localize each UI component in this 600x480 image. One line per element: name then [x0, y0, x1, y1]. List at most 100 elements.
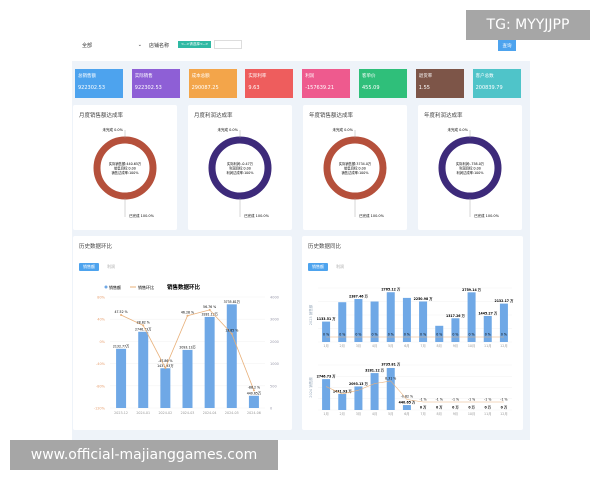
x-tick: 2024-04 — [203, 411, 217, 415]
donut-ring — [323, 136, 387, 200]
line-label: 28.82 % — [137, 320, 150, 324]
bar-label: 2093.13 万 — [349, 381, 369, 386]
done-label: 已完成 100.0% — [129, 213, 155, 218]
donut-center-text: 实际销售额:3734.0万 — [339, 161, 372, 166]
stat-card: 实际销售 922302.53 — [131, 69, 180, 98]
tab-sales[interactable]: 销售额 — [79, 263, 99, 271]
done-label: 已完成 100.0% — [474, 213, 500, 218]
x-tick: 1月 — [323, 344, 328, 348]
y-tick-right: 2000 — [270, 340, 279, 344]
scope-select[interactable]: 全部 ⌄ — [82, 42, 142, 49]
y-tick-left: 40% — [97, 318, 105, 322]
undone-label: 未完成 0.0% — [102, 127, 123, 132]
line-point — [186, 314, 189, 317]
done-label: 已完成 100.0% — [359, 213, 385, 218]
y-tick-left: 80% — [97, 296, 105, 300]
tab-profit[interactable]: 利润 — [336, 264, 344, 269]
line-label: 56.76 % — [203, 305, 216, 309]
x-tick: 10月 — [468, 412, 476, 416]
stat-card: 退货率 1.55 — [415, 69, 464, 98]
line-point — [230, 332, 233, 335]
panel-title: 历史数据环比 — [79, 244, 113, 250]
bar — [204, 316, 215, 408]
bar — [182, 349, 193, 408]
pct-label: 0 % — [485, 333, 491, 337]
stat-card: 客单价 455.09 — [359, 69, 407, 98]
store-tag[interactable]: <-->请选择<--> — [178, 41, 212, 48]
line-label: 13.85 % — [225, 329, 238, 333]
stat-label: 利润 — [305, 74, 315, 79]
y-axis-label: 2024 销售额 — [308, 377, 313, 398]
undone-label: 未完成 0.0% — [217, 127, 238, 132]
bar — [435, 325, 444, 342]
bar-label: 2387.46 万 — [349, 294, 369, 299]
line-point — [120, 314, 123, 317]
stat-value: -157639.21 — [305, 85, 335, 91]
stat-value: 922302.53 — [78, 85, 106, 91]
bar-label: 0 万 — [468, 405, 475, 410]
panel-title: 月度销售额达成率 — [79, 113, 124, 119]
stat-value: 200839.79 — [475, 85, 503, 91]
donut-chart: 未完成 0.0% 已完成 100.0% 实际销售额:3734.0万销售目标:0.… — [323, 127, 387, 218]
x-tick: 8月 — [437, 412, 442, 416]
line-label: -47.86 % — [158, 359, 172, 363]
x-tick: 9月 — [453, 412, 458, 416]
x-tick: 4月 — [372, 344, 377, 348]
legend-sales: 销售额 — [109, 284, 121, 290]
donut-center-text: 销售达成率:100% — [341, 170, 368, 175]
bar — [354, 299, 363, 342]
y-tick-right: 4000 — [270, 296, 279, 300]
donut-panel: 月度销售额达成率 未完成 0.0% 已完成 100.0% 实际销售额:440.6… — [73, 105, 177, 230]
tab-sales[interactable]: 销售额 — [308, 263, 328, 271]
donut-center-text: 利润目标:0.00 — [459, 166, 481, 171]
stat-label: 退货率 — [418, 74, 433, 79]
line-label: 47.52 % — [114, 310, 127, 314]
line-label: 46.28 % — [181, 311, 194, 315]
done-label: 已完成 100.0% — [244, 213, 270, 218]
donut-panel: 年度销售额达成率 未完成 0.0% 已完成 100.0% 实际销售额:3734.… — [303, 105, 407, 230]
undone-label: 未完成 0.0% — [447, 127, 468, 132]
stat-label: 总销售额 — [78, 74, 96, 79]
stat-card: 利润 -157639.21 — [302, 69, 351, 98]
store-input[interactable] — [214, 40, 242, 49]
line-point — [142, 324, 145, 327]
pct-label: 0 % — [355, 333, 361, 337]
watermark-top: TG: MYYJJPP — [466, 10, 590, 40]
bar-label: 0 万 — [436, 405, 443, 410]
undone-label: 未完成 0.0% — [332, 127, 353, 132]
pct-label: -1 % — [500, 398, 507, 402]
donut-chart: 未完成 0.0% 已完成 100.0% 实际利润:-0.47万利润目标:0.00… — [208, 127, 272, 218]
donut-center-text: 销售达成率:100% — [111, 170, 138, 175]
bar-label: 2132.17 万 — [495, 298, 515, 303]
pct-label: 0 % — [452, 333, 458, 337]
chart-title: 销售数据环比 — [167, 283, 201, 291]
bar — [370, 301, 379, 342]
tab-profit[interactable]: 利润 — [107, 264, 115, 269]
pct-label: -1 % — [484, 398, 491, 402]
donut-panel: 年度利润达成率 未完成 0.0% 已完成 100.0% 实际利润:-758.0万… — [418, 105, 522, 230]
bar-label: 0 万 — [501, 405, 508, 410]
donut-ring — [438, 136, 502, 200]
bar — [248, 395, 259, 408]
donut-panel: 月度利润达成率 未完成 0.0% 已完成 100.0% 实际利润:-0.47万利… — [188, 105, 292, 230]
bar — [386, 292, 395, 342]
query-button[interactable]: 查询 — [498, 40, 516, 51]
stat-label: 客户总数 — [475, 74, 494, 79]
stat-value: 290087.25 — [191, 85, 219, 91]
pct-label: 0 % — [323, 333, 329, 337]
bar — [338, 302, 347, 342]
stat-label: 客单价 — [362, 74, 376, 79]
x-tick: 3月 — [356, 344, 361, 348]
x-tick: 5月 — [388, 344, 393, 348]
bar — [322, 321, 331, 342]
legend-bar-marker — [104, 285, 108, 289]
bar-label: 0 万 — [420, 405, 427, 410]
bar-label: 3281.12 万 — [365, 368, 385, 373]
bar — [354, 386, 363, 410]
donut-center-text: 利润达成率:100% — [226, 170, 253, 175]
bar-label: 2765.12 万 — [381, 287, 401, 292]
pct-label: -1 % — [436, 398, 443, 402]
pct-label: 0 % — [404, 333, 410, 337]
x-tick: 5月 — [388, 412, 393, 416]
